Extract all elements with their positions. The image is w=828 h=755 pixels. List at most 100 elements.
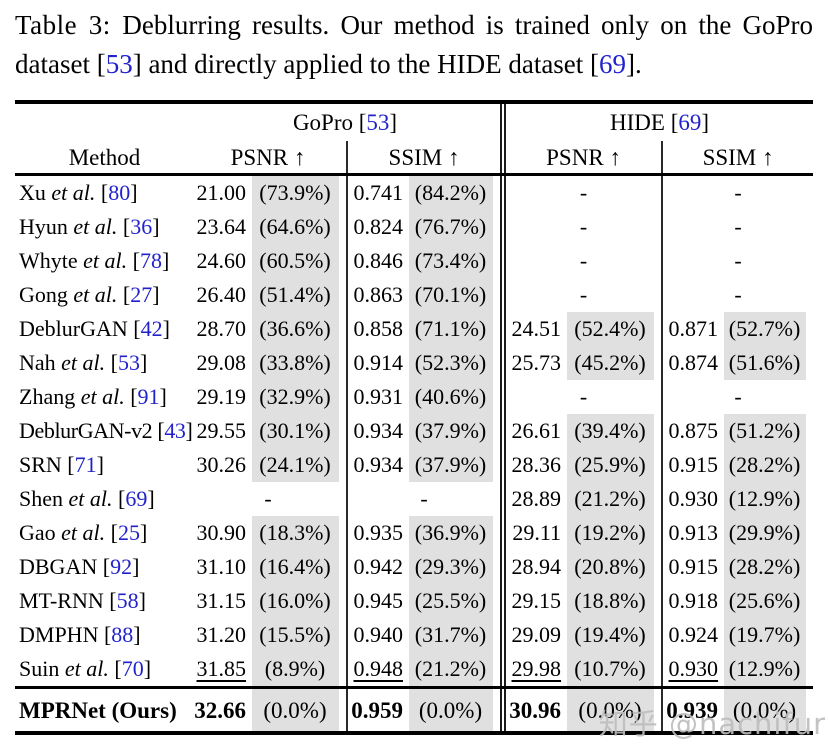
gopro-psnr-value-cell: 32.66 [190, 686, 252, 733]
etal-text: et al. [67, 282, 118, 307]
hide-ssim-percent-cell: (25.6%) [724, 584, 814, 618]
gopro-psnr-percent-cell: (18.3%) [252, 516, 348, 550]
hide-psnr-value-cell: 28.89 [511, 486, 562, 511]
metric-header-hide-psnr: PSNR ↑ [505, 141, 664, 176]
gopro-ssim-value-cell: 0.846 [353, 248, 404, 273]
header-metric-row: Method PSNR ↑ SSIM ↑ PSNR ↑ SSIM ↑ [15, 141, 814, 176]
etal-text: et al. [67, 214, 118, 239]
hide-psnr-value-cell: 28.36 [511, 452, 562, 477]
gopro-ssim-value-cell: 0.863 [353, 282, 404, 307]
gopro-ssim-value-cell: 0.934 [353, 418, 404, 443]
hide-ssim-value-cell: 0.939 [662, 686, 725, 733]
metric-header-hide-ssim: SSIM ↑ [662, 141, 814, 176]
citation-link[interactable]: 25 [117, 520, 140, 545]
gopro-psnr-value-cell: 28.70 [196, 316, 247, 341]
gopro-psnr-percent-cell: (51.4%) [252, 278, 348, 312]
gopro-ssim-value-cell: 0.931 [353, 384, 404, 409]
double-rule-spacer [500, 584, 507, 618]
etal-text: et al. [63, 486, 113, 511]
table-row: Nah et al. [53] 29.08 (33.8%) 0.914 (52.3%) 2… [15, 346, 814, 380]
gopro-ssim-percent-cell: (25.5%) [409, 584, 502, 618]
citation-link[interactable]: 80 [108, 180, 131, 205]
citation-link[interactable]: 27 [130, 282, 153, 307]
hide-psnr-dash-cell: - [505, 278, 664, 312]
gopro-ssim-percent-cell: (52.3%) [409, 346, 502, 380]
hide-ssim-dash-cell: - [734, 180, 742, 205]
citation-link[interactable]: 43 [164, 418, 186, 443]
gopro-psnr-value-cell: 29.55 [196, 418, 247, 443]
citation-link[interactable]: 92 [110, 554, 133, 579]
gopro-psnr-percent-cell: (0.0%) [252, 686, 348, 733]
citation-link[interactable]: 53 [117, 350, 140, 375]
etal-text: et al. [45, 180, 96, 205]
etal-text: et al. [77, 248, 128, 273]
hide-psnr-value-cell: 26.61 [511, 418, 562, 443]
table-row: Gong et al. [27] 26.40 (51.4%) 0.863 (70.1%)… [15, 278, 813, 312]
caption-text: ] and directly applied to the HIDE datas… [132, 49, 600, 79]
hide-psnr-value-cell: 29.09 [511, 622, 562, 647]
table-caption: Table 3: Deblurring results. Our method … [15, 6, 813, 84]
hide-psnr-value-cell: 25.73 [511, 350, 562, 375]
hide-ssim-percent-cell: (12.9%) [724, 652, 814, 688]
hide-ssim-value-cell: 0.918 [668, 588, 719, 613]
results-table: GoPro [53] HIDE [69] Method PSNR ↑ SSIM ↑ PSN… [15, 100, 814, 735]
hide-psnr-value-cell: 29.15 [511, 588, 562, 613]
double-rule-spacer [500, 278, 507, 312]
gopro-psnr-value-cell: 31.85 [190, 652, 252, 688]
underlined-value: 0.948 [353, 656, 404, 681]
method-column-header: Method [15, 141, 190, 176]
gopro-psnr-value-cell: 30.90 [196, 520, 247, 545]
hide-psnr-dash-cell: - [505, 210, 664, 244]
hide-psnr-percent-cell: (39.4%) [567, 414, 664, 448]
citation-link[interactable]: 78 [139, 248, 162, 273]
table-header: GoPro [53] HIDE [69] Method PSNR ↑ SSIM ↑ PSN… [15, 102, 814, 176]
hide-psnr-value-cell: 30.96 [505, 686, 568, 733]
hide-ssim-percent-cell: (29.9%) [724, 516, 814, 550]
table-row: DBGAN [92] 31.10 (16.4%) 0.942 (29.3%) 28.94(… [15, 550, 814, 584]
hide-psnr-value-cell: 28.94 [511, 554, 562, 579]
citation-link[interactable]: 91 [137, 384, 160, 409]
hide-ssim-value-cell: 0.930 [662, 652, 724, 688]
hide-psnr-value-cell: 29.11 [512, 520, 562, 545]
table-row: DeblurGAN [42] 28.70 (36.6%) 0.858 (71.1%) 24… [15, 312, 814, 346]
citation-link[interactable]: 36 [130, 214, 153, 239]
gopro-psnr-percent-cell: (64.6%) [252, 210, 348, 244]
double-rule-spacer [500, 244, 507, 278]
citation-link[interactable]: 69 [599, 49, 627, 79]
citation-link[interactable]: 71 [74, 452, 97, 477]
hide-psnr-percent-cell: (10.7%) [567, 652, 664, 688]
table-body: Xu et al. [80] 21.00 (73.9%) 0.741 (84.2%) - -… [15, 174, 814, 733]
method-cell: Gao et al. [25] [19, 520, 148, 545]
method-cell: Shen et al. [69] [19, 486, 155, 511]
gopro-psnr-value-cell: 30.26 [196, 452, 247, 477]
gopro-psnr-percent-cell: (8.9%) [252, 652, 348, 688]
hide-psnr-value-cell: 24.51 [511, 316, 562, 341]
hide-psnr-percent-cell: (52.4%) [567, 312, 664, 346]
double-rule-spacer [500, 550, 507, 584]
citation-link[interactable]: 88 [111, 622, 134, 647]
method-cell: MT-RNN [58] [19, 588, 146, 613]
gopro-psnr-percent-cell: (30.1%) [252, 414, 348, 448]
double-rule-spacer [500, 174, 507, 210]
table-row: MT-RNN [58] 31.15 (16.0%) 0.945 (25.5%) 29.15… [15, 584, 814, 618]
citation-link[interactable]: 53 [366, 110, 390, 135]
double-rule-spacer [500, 652, 507, 688]
group-header-gopro: GoPro [53] [292, 110, 398, 135]
gopro-ssim-value-cell: 0.914 [353, 350, 404, 375]
citation-link[interactable]: 53 [105, 49, 133, 79]
header-group-row: GoPro [53] HIDE [69] [15, 102, 813, 141]
citation-link[interactable]: 69 [125, 486, 148, 511]
etal-text: et al. [59, 656, 109, 681]
citation-link[interactable]: 69 [678, 110, 702, 135]
citation-link[interactable]: 42 [140, 316, 163, 341]
hide-psnr-dash-cell: - [505, 174, 664, 210]
hide-ssim-percent-cell: (52.7%) [724, 312, 814, 346]
gopro-psnr-percent-cell: (32.9%) [252, 380, 348, 414]
citation-link[interactable]: 58 [116, 588, 139, 613]
gopro-psnr-percent-cell: (60.5%) [252, 244, 348, 278]
caption-text: Deblurring results. Our method is traine… [15, 10, 814, 79]
gopro-psnr-value-cell: 24.60 [196, 248, 247, 273]
caption-text: Table 3: [15, 10, 123, 40]
citation-link[interactable]: 70 [121, 656, 144, 681]
gopro-ssim-percent-cell: (40.6%) [409, 380, 502, 414]
